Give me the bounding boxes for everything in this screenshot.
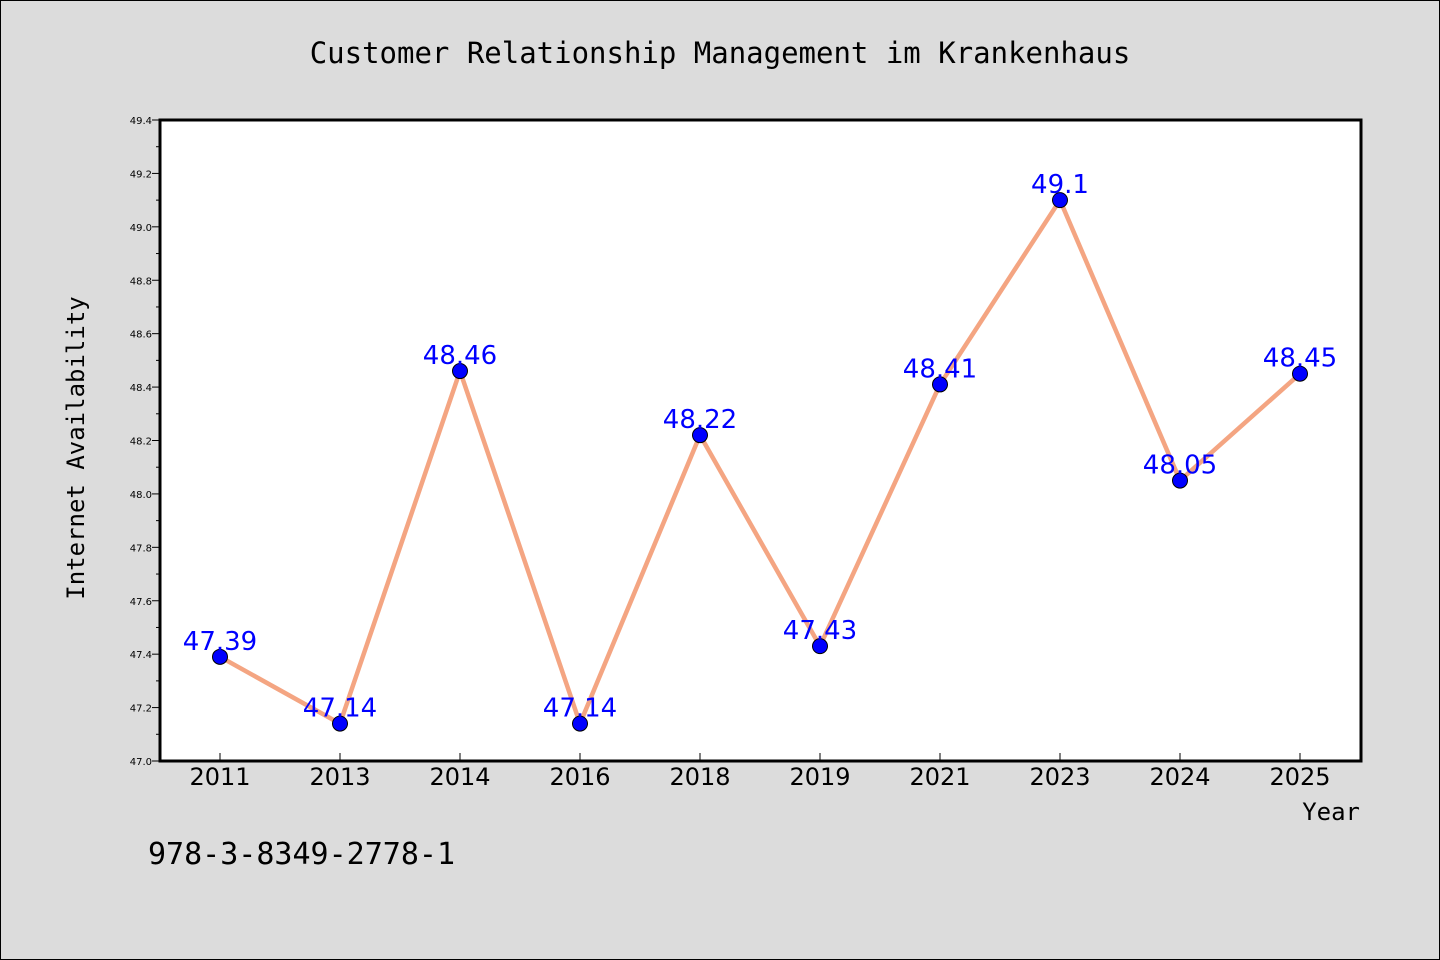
x-tick-label: 2024 — [1149, 763, 1210, 791]
y-tick-label: 48.2 — [130, 437, 152, 448]
y-tick-label: 48.0 — [130, 490, 152, 501]
x-tick-label: 2013 — [309, 763, 370, 791]
data-label: 48.41 — [903, 354, 977, 384]
y-tick-label: 49.4 — [130, 116, 152, 127]
y-tick-label: 47.6 — [130, 597, 152, 608]
x-tick-label: 2019 — [789, 763, 850, 791]
x-tick-label: 2014 — [429, 763, 490, 791]
series-line — [217, 197, 1303, 726]
x-tick-label: 2023 — [1029, 763, 1090, 791]
y-tick-label: 47.0 — [130, 757, 152, 768]
x-tick-label: 2025 — [1269, 763, 1330, 791]
y-tick-label: 47.4 — [130, 650, 152, 661]
y-axis-label: Internet Availability — [62, 296, 90, 599]
data-point — [812, 638, 828, 655]
data-point — [452, 363, 468, 380]
y-tick-label: 49.0 — [130, 223, 152, 234]
data-point — [1292, 365, 1308, 382]
data-point — [1172, 472, 1188, 489]
data-label: 47.43 — [783, 616, 857, 646]
x-axis: 2011 2013 2014 2016 2018 2019 2021 2023 2024 2025 — [189, 753, 1331, 791]
data-label: 47.14 — [543, 694, 617, 724]
data-point — [332, 715, 348, 732]
x-axis-label: Year — [1302, 798, 1360, 826]
x-tick-label: 2021 — [909, 763, 970, 791]
data-label: 49.1 — [1031, 170, 1089, 200]
data-point — [692, 427, 708, 444]
data-label: 48.05 — [1143, 451, 1217, 481]
data-point — [212, 648, 228, 665]
x-tick-label: 2018 — [669, 763, 730, 791]
data-label: 48.45 — [1263, 344, 1337, 374]
y-axis: 47.0 47.2 47.4 47.6 47.8 48.0 48.2 48.4 48.6 48.8… — [130, 116, 160, 768]
y-tick-label: 48.4 — [130, 383, 152, 394]
data-point — [1052, 192, 1068, 209]
chart-title: Customer Relationship Management im Kran… — [310, 36, 1131, 70]
data-label: 48.46 — [423, 341, 497, 371]
data-label: 48.22 — [663, 405, 737, 435]
y-tick-label: 48.6 — [130, 330, 152, 341]
data-point — [572, 715, 588, 732]
y-tick-label: 49.2 — [130, 169, 152, 180]
data-label: 47.39 — [183, 627, 257, 657]
data-point — [932, 376, 948, 393]
series-layer: 47.39 47.14 48.46 47.14 48.22 47.43 48.41 49.1 4… — [183, 170, 1337, 732]
y-tick-label: 48.8 — [130, 276, 152, 287]
x-tick-label: 2011 — [189, 763, 250, 791]
y-tick-label: 47.2 — [130, 704, 152, 715]
y-tick-label: 47.8 — [130, 543, 152, 554]
data-label: 47.14 — [303, 694, 377, 724]
plot-area — [158, 118, 1363, 763]
x-tick-label: 2016 — [549, 763, 610, 791]
footer-code: 978-3-8349-2778-1 — [148, 837, 455, 872]
